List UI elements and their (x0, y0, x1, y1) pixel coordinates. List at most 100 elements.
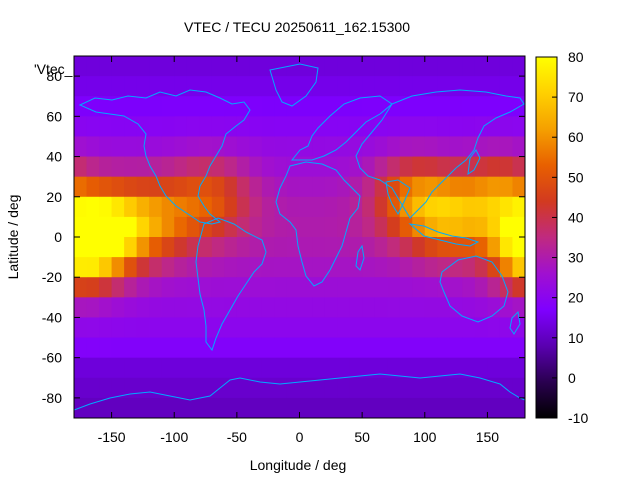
heatmap-cell (349, 237, 363, 258)
heatmap-cell (399, 317, 413, 339)
heatmap-cell (374, 237, 388, 258)
heatmap-cell (161, 76, 175, 97)
heatmap-cell (124, 297, 138, 319)
heatmap-cell (449, 277, 463, 298)
heatmap-cell (299, 277, 313, 298)
heatmap-cell (412, 397, 426, 418)
heatmap-cell (337, 156, 351, 178)
heatmap-cell (249, 96, 263, 117)
heatmap-cell (261, 337, 276, 359)
heatmap-cell (186, 317, 200, 339)
heatmap-cell (449, 116, 463, 138)
heatmap-cell (149, 216, 163, 238)
heatmap-cell (399, 257, 413, 278)
heatmap-cell (136, 397, 150, 418)
heatmap-cell (74, 216, 88, 238)
heatmap-cell (412, 257, 426, 278)
heatmap-cell (374, 357, 388, 379)
heatmap-cell (462, 176, 476, 198)
heatmap-cell (111, 277, 125, 298)
heatmap-cell (349, 297, 363, 319)
heatmap-cell (399, 96, 413, 117)
heatmap-cell (399, 397, 413, 418)
heatmap-cell (224, 277, 238, 298)
heatmap-cell (199, 96, 213, 117)
heatmap-cell (286, 176, 301, 198)
heatmap-cell (512, 76, 525, 97)
heatmap-cell (512, 397, 525, 418)
heatmap-cell (86, 337, 100, 359)
heatmap-cell (199, 337, 213, 359)
heatmap-cell (462, 96, 476, 117)
heatmap-cell (324, 96, 338, 117)
coastline-europe (290, 95, 393, 161)
heatmap-cell (337, 257, 351, 278)
heatmap-cell (136, 96, 150, 117)
heatmap-cell (437, 136, 451, 158)
heatmap-cell (199, 257, 213, 278)
heatmap-cell (274, 357, 288, 379)
heatmap-cell (111, 317, 125, 339)
heatmap-cell (211, 96, 225, 117)
heatmap-cell (136, 56, 150, 77)
heatmap-cell (299, 357, 313, 379)
heatmap-cell (99, 136, 113, 158)
heatmap-cell (86, 297, 100, 319)
heatmap-cell (324, 136, 338, 158)
heatmap-cell (199, 357, 213, 379)
heatmap-cell (124, 397, 138, 418)
heatmap-cell (337, 317, 351, 339)
heatmap-cell (487, 136, 501, 158)
heatmap-cell (512, 357, 525, 379)
heatmap-cell (274, 337, 288, 359)
heatmap-cell (111, 176, 125, 198)
heatmap-cell (286, 357, 301, 379)
heatmap-cell (499, 56, 514, 77)
heatmap-cell (99, 96, 113, 117)
heatmap-cell (174, 136, 188, 158)
heatmap-cell (161, 397, 175, 418)
heatmap-cell (161, 237, 175, 258)
heatmap-cell (474, 196, 489, 218)
heatmap-cell (161, 337, 175, 359)
heatmap-cell (224, 237, 238, 258)
heatmap-cell (374, 116, 388, 138)
heatmap-cell (387, 56, 401, 77)
heatmap-cell (312, 237, 326, 258)
heatmap-cell (437, 357, 451, 379)
heatmap-cell (249, 337, 263, 359)
heatmap-cell (424, 317, 438, 339)
heatmap-cell (86, 196, 100, 218)
heatmap-cell (362, 257, 376, 278)
heatmap-cell (462, 116, 476, 138)
heatmap-cell (362, 317, 376, 339)
heatmap-cell (387, 76, 401, 97)
heatmap-cell (512, 156, 525, 178)
heatmap-cell (74, 176, 88, 198)
heatmap-cell (211, 337, 225, 359)
heatmap-cell (349, 196, 363, 218)
heatmap-cell (224, 397, 238, 418)
heatmap-cell (249, 257, 263, 278)
coastline-australia (439, 255, 509, 323)
colorbar-tick-label: 40 (568, 209, 584, 225)
heatmap-cell (324, 377, 338, 399)
heatmap-cell (224, 377, 238, 399)
heatmap-cell (399, 116, 413, 138)
heatmap-cell (424, 297, 438, 319)
heatmap-cell (499, 216, 514, 238)
heatmap-cell (86, 116, 100, 138)
heatmap-cell (312, 156, 326, 178)
heatmap-cell (236, 156, 250, 178)
heatmap-cell (211, 317, 225, 339)
heatmap-cell (349, 377, 363, 399)
heatmap-cell (111, 136, 125, 158)
heatmap-cell (312, 56, 326, 77)
heatmap-cell (236, 237, 250, 258)
heatmap-cell (512, 237, 525, 258)
heatmap-cell (474, 337, 489, 359)
heatmap-cell (136, 116, 150, 138)
heatmap-cell (161, 96, 175, 117)
heatmap-cell (462, 277, 476, 298)
heatmap-cell (99, 56, 113, 77)
